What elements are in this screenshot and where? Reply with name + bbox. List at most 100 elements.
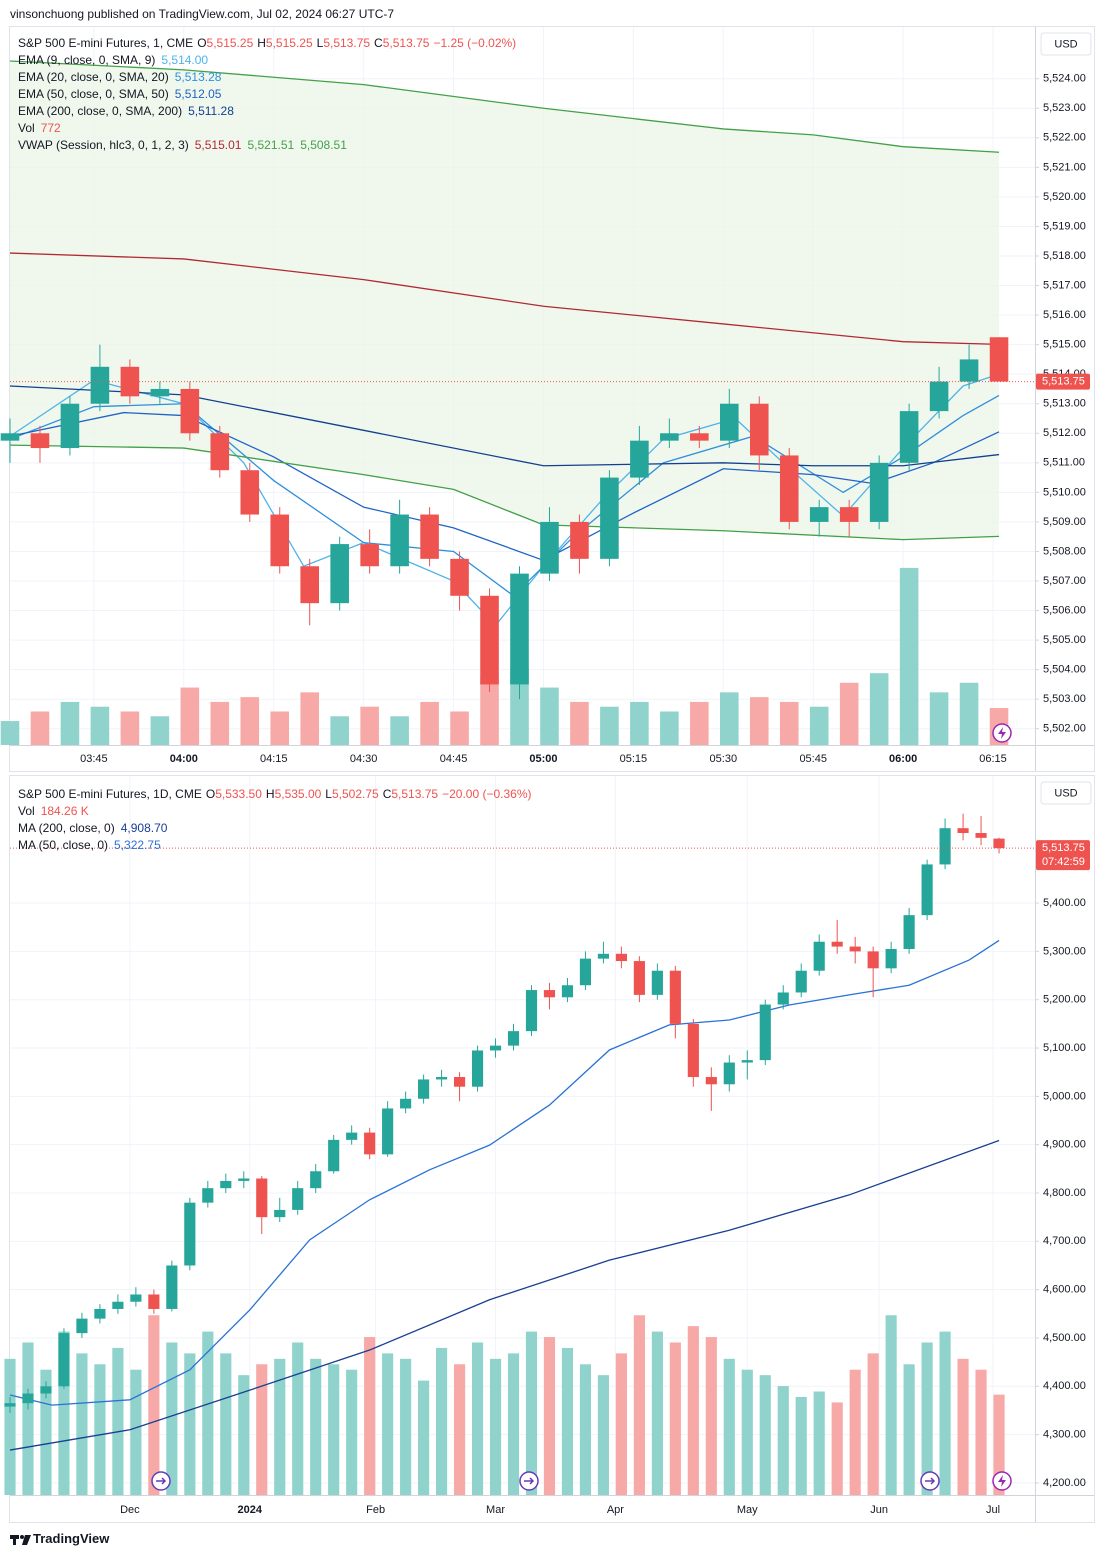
indicator-value: 5,511.28 (188, 104, 234, 118)
candle-body (489, 1045, 502, 1051)
y-tick-label: 5,523.00 (1043, 102, 1086, 114)
y-tick-label: 5,504.00 (1043, 664, 1086, 676)
volume-bar (903, 1364, 915, 1495)
candle-body (310, 1171, 322, 1189)
volume-bar (202, 1331, 214, 1495)
volume-bar (510, 668, 529, 745)
currency-button[interactable] (1040, 781, 1092, 805)
volume-bar (749, 697, 769, 745)
candle-body (202, 1188, 214, 1203)
x-tick-label: 05:30 (710, 753, 738, 765)
candle-body (579, 958, 592, 986)
indicator-name: EMA (50, close, 0, SMA, 50) (18, 87, 169, 101)
candle-body (809, 507, 829, 522)
candle-body (120, 366, 140, 397)
candle-body (238, 1178, 250, 1181)
volume-bar (687, 1326, 699, 1495)
volume-bar (330, 716, 349, 745)
volume-bar (22, 1342, 34, 1495)
ohlc-value: 5,515.25 (206, 36, 254, 50)
ohlc-value: 5,515.25 (265, 36, 313, 50)
candle-body (360, 544, 379, 567)
y-tick-label: 5,513.00 (1043, 398, 1086, 410)
volume-bar (364, 1337, 376, 1495)
currency-label[interactable]: USD (1054, 38, 1077, 50)
ohlc-prefix: L (316, 36, 324, 50)
candle-body (30, 433, 50, 449)
y-tick-label: 4,600.00 (1043, 1284, 1086, 1296)
volume-bar (256, 1364, 268, 1495)
ohlc-value: 5,502.75 (331, 787, 379, 801)
volume-bar (418, 1380, 430, 1495)
candle-body (150, 388, 170, 397)
x-tick-label: Apr (607, 1504, 624, 1516)
candle-body (364, 1132, 376, 1155)
y-tick-label: 5,516.00 (1043, 309, 1086, 321)
volume-bar (0, 721, 20, 745)
legend-row: S&P 500 E-mini Futures, 1, CME O5,515.25 H… (18, 35, 516, 52)
volume-bar (489, 1358, 502, 1495)
candle-body (929, 381, 949, 412)
currency-button[interactable] (1040, 32, 1092, 56)
y-tick-label: 5,503.00 (1043, 693, 1086, 705)
volume-bar (420, 701, 439, 745)
candle-body (975, 833, 987, 838)
volume-bar (993, 1394, 1005, 1495)
symbol-title: S&P 500 E-mini Futures, 1D, CME (18, 787, 202, 801)
indicator-value: 5,508.51 (300, 138, 347, 152)
x-tick-label: 06:15 (979, 753, 1007, 765)
event-icons (151, 723, 1012, 1491)
volume-bar (869, 673, 889, 745)
x-tick-label: May (737, 1504, 758, 1516)
volume-bar (390, 716, 409, 745)
candle-body (903, 915, 915, 949)
y-tick-label: 4,700.00 (1043, 1235, 1086, 1247)
volume-bar (292, 1342, 304, 1495)
volume-bar (633, 1315, 645, 1495)
y-tick-label: 5,512.00 (1043, 427, 1086, 439)
ohlc-value: 5,535.00 (274, 787, 322, 801)
candle-body (600, 477, 619, 559)
candle-body (669, 970, 681, 1024)
volume-bar (120, 711, 140, 745)
volume-bar (929, 692, 949, 745)
candle-body (957, 828, 969, 834)
legend-row: EMA (20, close, 0, SMA, 20) 5,513.28 (18, 69, 516, 86)
indicator-line (9, 1139, 1000, 1451)
candle-body (959, 359, 979, 382)
indicator-value: 5,512.05 (174, 87, 222, 101)
x-tick-label: 05:15 (620, 753, 648, 765)
candle-body (741, 1060, 753, 1063)
volume-bar (809, 706, 829, 745)
candle-body (630, 440, 649, 478)
chart-panel: 5,502.00 5,503.00 5,504.00 5,505.00 5,506.00… (0, 26, 1095, 772)
x-tick-label: 04:15 (260, 753, 288, 765)
candle-body (525, 990, 538, 1032)
volume-bar (957, 1358, 969, 1495)
volume-bar (777, 1386, 789, 1495)
currency-label[interactable]: USD (1054, 787, 1077, 799)
candle-body (867, 951, 879, 969)
ohlc-prefix: C (374, 36, 383, 50)
candle-body (543, 990, 556, 998)
candle-body (90, 366, 110, 404)
volume-bar (40, 1369, 52, 1495)
indicator-name: VWAP (Session, hlc3, 0, 1, 2, 3) (18, 138, 189, 152)
volume-bar (328, 1364, 340, 1495)
candle-body (330, 544, 349, 604)
volume-bar (885, 1315, 897, 1495)
candle-body (220, 1180, 232, 1189)
x-tick-label: 06:00 (889, 753, 917, 765)
volume-bar (30, 711, 50, 745)
volume-bar (450, 711, 469, 745)
indicator-name: Vol (18, 121, 35, 135)
indicator-name: EMA (20, close, 0, SMA, 20) (18, 70, 169, 84)
candle-body (76, 1318, 88, 1334)
candle-body (570, 521, 589, 559)
y-tick-label: 5,000.00 (1043, 1090, 1086, 1102)
candle-body (400, 1098, 412, 1109)
candle-body (166, 1265, 178, 1309)
candle-body (480, 595, 499, 685)
volume-bar (346, 1369, 358, 1495)
